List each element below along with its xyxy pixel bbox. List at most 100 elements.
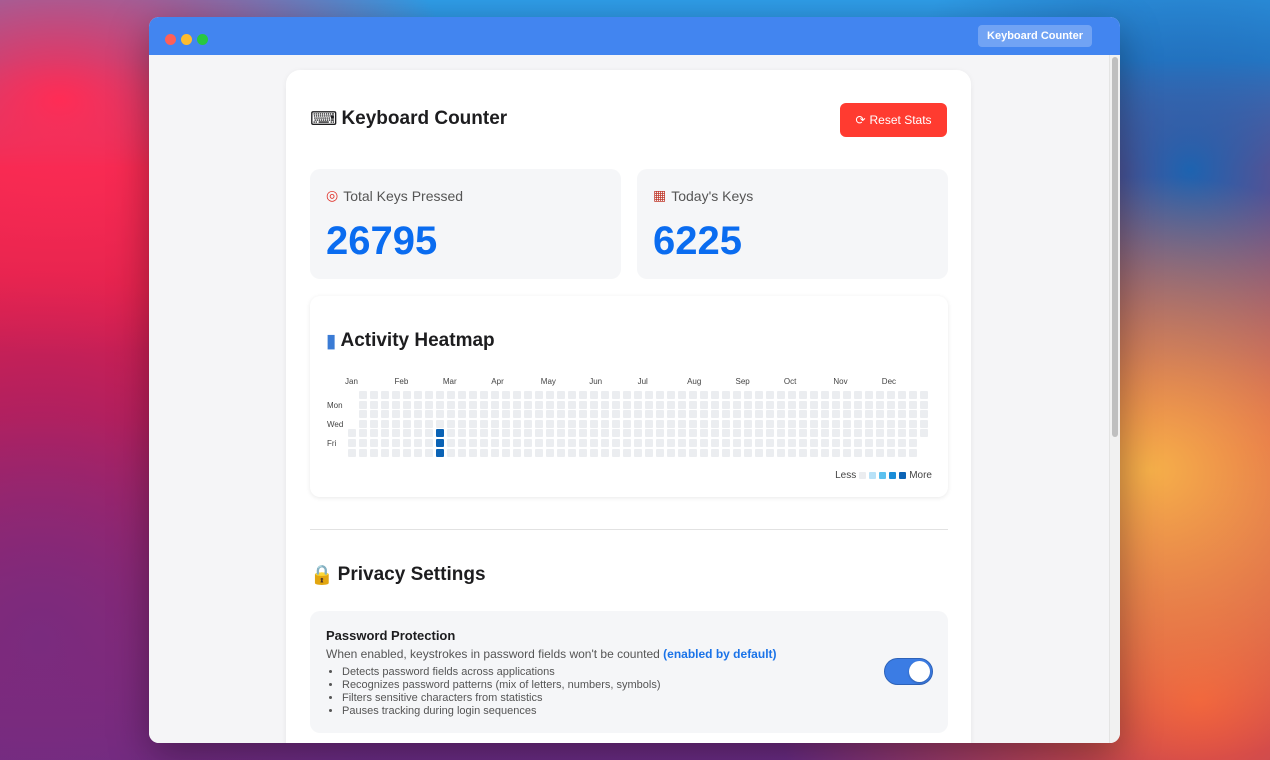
heatmap-cell xyxy=(491,400,499,409)
heatmap-cell xyxy=(557,429,565,438)
heatmap-cell xyxy=(447,410,455,419)
heatmap-cell xyxy=(403,429,411,438)
heatmap-cell xyxy=(788,410,796,419)
heatmap-cell xyxy=(447,439,455,447)
heatmap-cell xyxy=(722,439,730,447)
heatmap-cell xyxy=(557,391,565,399)
heatmap-cell xyxy=(579,400,587,409)
heatmap-cell xyxy=(535,419,543,428)
heatmap-cell xyxy=(766,419,774,428)
heatmap-cell xyxy=(865,429,873,438)
heatmap-cell xyxy=(535,400,543,409)
heatmap-cell xyxy=(480,400,488,409)
activity-heatmap-card: ▮ Activity Heatmap Jan Feb Mar Apr May Jun Jul… xyxy=(310,296,948,497)
zoom-window-button[interactable] xyxy=(197,34,208,45)
heatmap-cell xyxy=(590,391,598,399)
heatmap-cell xyxy=(832,429,840,438)
heatmap-cell xyxy=(469,410,477,419)
heatmap-cell xyxy=(865,391,873,399)
heatmap-cell xyxy=(656,448,664,457)
heatmap-cell xyxy=(645,448,653,457)
heatmap-cell xyxy=(469,400,477,409)
heatmap-cell xyxy=(843,429,851,438)
heatmap-cell xyxy=(865,448,873,457)
heatmap-cell xyxy=(667,400,675,409)
today-keys-card: ▦ Today's Keys 6225 xyxy=(637,169,948,279)
minimize-window-button[interactable] xyxy=(181,34,192,45)
heatmap-cell xyxy=(733,429,741,438)
heatmap-cell xyxy=(678,439,686,447)
heatmap-cell xyxy=(491,439,499,447)
heatmap-cell xyxy=(359,410,367,419)
section-divider xyxy=(310,529,948,530)
heatmap-cell xyxy=(480,410,488,419)
scrollbar-thumb[interactable] xyxy=(1112,57,1118,437)
heatmap-cell xyxy=(843,439,851,447)
heatmap-cell xyxy=(854,400,862,409)
close-window-button[interactable] xyxy=(165,34,176,45)
heatmap-cell xyxy=(876,419,884,428)
heatmap-cell xyxy=(502,410,510,419)
heatmap-cell xyxy=(667,419,675,428)
heatmap-cell xyxy=(469,391,477,399)
heatmap-cell xyxy=(667,429,675,438)
heatmap-cell xyxy=(777,429,785,438)
heatmap-cell xyxy=(821,410,829,419)
heatmap-cell xyxy=(898,410,906,419)
heatmap-cell xyxy=(557,448,565,457)
heatmap-cell xyxy=(403,391,411,399)
heatmap-cell xyxy=(744,410,752,419)
heatmap-cell xyxy=(854,429,862,438)
heatmap-cell xyxy=(414,419,422,428)
heatmap-cell xyxy=(513,400,521,409)
heatmap-cell xyxy=(645,419,653,428)
keyboard-icon: ⌨ xyxy=(310,108,338,130)
heatmap-cell xyxy=(656,419,664,428)
password-protection-toggle[interactable] xyxy=(884,658,933,685)
password-protection-name: Password Protection xyxy=(326,628,456,643)
heatmap-cell xyxy=(447,429,455,438)
legend-level-2 xyxy=(879,472,887,479)
heatmap-cell xyxy=(469,439,477,447)
heatmap-cell xyxy=(755,419,763,428)
heatmap-cell xyxy=(832,448,840,457)
heatmap-cell xyxy=(612,429,620,438)
heatmap-cell xyxy=(821,400,829,409)
heatmap-cell xyxy=(491,391,499,399)
heatmap-cell xyxy=(722,429,730,438)
heatmap-month-label: Jan xyxy=(345,377,358,386)
heatmap-cell xyxy=(623,410,631,419)
heatmap-cell xyxy=(601,429,609,438)
heatmap-cell xyxy=(370,400,378,409)
scrollbar[interactable] xyxy=(1109,55,1120,743)
heatmap-cell xyxy=(788,448,796,457)
heatmap-cell xyxy=(843,410,851,419)
heatmap-cell xyxy=(645,400,653,409)
heatmap-cell xyxy=(887,410,895,419)
heatmap-month-label: Apr xyxy=(491,377,504,386)
heatmap-cell xyxy=(579,439,587,447)
heatmap-cell xyxy=(722,448,730,457)
list-item: Recognizes password patterns (mix of let… xyxy=(342,679,661,692)
heatmap-cell xyxy=(689,448,697,457)
heatmap-cell xyxy=(546,410,554,419)
heatmap-cell xyxy=(491,429,499,438)
heatmap-cell xyxy=(788,439,796,447)
heatmap-cell xyxy=(480,439,488,447)
heatmap-cell xyxy=(568,391,576,399)
legend-level-0 xyxy=(859,472,867,479)
heatmap-cell xyxy=(403,448,411,457)
heatmap-cell xyxy=(425,448,433,457)
heatmap-cell xyxy=(887,400,895,409)
heatmap-cell xyxy=(480,448,488,457)
heatmap-legend: Less More xyxy=(835,470,932,481)
heatmap-cell xyxy=(392,410,400,419)
heatmap-cell xyxy=(502,429,510,438)
heatmap-cell xyxy=(623,429,631,438)
reset-stats-button[interactable]: ⟳ Reset Stats xyxy=(840,103,947,137)
heatmap-cell xyxy=(392,391,400,399)
heatmap-cell xyxy=(920,410,928,419)
heatmap-cell xyxy=(392,400,400,409)
heatmap-cell xyxy=(766,448,774,457)
heatmap-cell xyxy=(348,448,356,457)
